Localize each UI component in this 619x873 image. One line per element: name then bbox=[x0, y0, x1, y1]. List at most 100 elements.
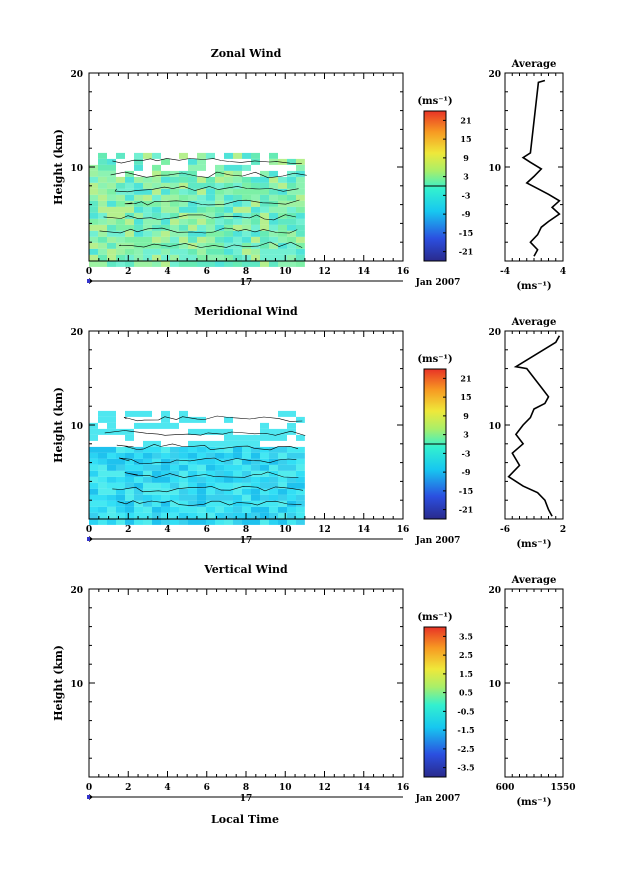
heatmap-cell bbox=[224, 452, 233, 459]
day-label: 17 bbox=[240, 536, 253, 546]
heatmap-cell bbox=[296, 236, 305, 243]
heatmap-cell bbox=[179, 242, 188, 249]
date-strip-marker bbox=[87, 795, 90, 799]
heatmap-cell bbox=[269, 476, 278, 483]
heatmap-cell bbox=[152, 230, 161, 237]
heatmap-cell bbox=[260, 488, 269, 495]
profile-x-tick-label: 1550 bbox=[550, 783, 575, 793]
heatmap-cell bbox=[260, 446, 269, 453]
heatmap-cell bbox=[143, 458, 152, 465]
heatmap-cell bbox=[152, 476, 161, 483]
heatmap-cell bbox=[206, 212, 215, 219]
heatmap-cell bbox=[233, 464, 242, 471]
heatmap-cell bbox=[188, 164, 197, 171]
heatmap-cell bbox=[197, 236, 206, 243]
heatmap-cell bbox=[197, 500, 206, 507]
heatmap-cell bbox=[98, 452, 107, 459]
heatmap-cell bbox=[287, 446, 296, 453]
heatmap-cell bbox=[296, 464, 305, 471]
heatmap-cell bbox=[242, 482, 251, 489]
heatmap-cell bbox=[224, 200, 233, 207]
heatmap-cell bbox=[197, 440, 206, 447]
heatmap-cell bbox=[197, 446, 206, 453]
y-tick-label: 10 bbox=[70, 164, 83, 174]
heatmap-cell bbox=[224, 416, 233, 423]
heatmap-cell bbox=[260, 200, 269, 207]
heatmap-cell bbox=[107, 476, 116, 483]
heatmap-cell bbox=[89, 458, 98, 465]
heatmap-cell bbox=[233, 188, 242, 195]
heatmap-cell bbox=[161, 500, 170, 507]
profile-y-tick-label: 10 bbox=[488, 164, 501, 174]
heatmap-cell bbox=[197, 458, 206, 465]
heatmap-cell bbox=[278, 254, 287, 261]
heatmap-cell bbox=[188, 254, 197, 261]
heatmap-cell bbox=[287, 236, 296, 243]
heatmap-cell bbox=[215, 488, 224, 495]
heatmap-cell bbox=[242, 194, 251, 201]
heatmap-cell bbox=[179, 224, 188, 231]
heatmap-cell bbox=[233, 476, 242, 483]
heatmap-cell bbox=[296, 260, 305, 267]
heatmap-cell bbox=[242, 518, 251, 525]
heatmap-cell bbox=[107, 158, 116, 165]
heatmap-cell bbox=[233, 512, 242, 519]
heatmap-cell bbox=[287, 242, 296, 249]
heatmap-cell bbox=[251, 488, 260, 495]
heatmap-cell bbox=[152, 242, 161, 249]
panel-title: Vertical Wind bbox=[203, 563, 288, 576]
heatmap-cell bbox=[269, 230, 278, 237]
heatmap-cell bbox=[107, 416, 116, 423]
heatmap-cell bbox=[134, 488, 143, 495]
heatmap-cell bbox=[107, 242, 116, 249]
heatmap-cell bbox=[260, 482, 269, 489]
heatmap-cell bbox=[107, 254, 116, 261]
heatmap-cell bbox=[251, 200, 260, 207]
heatmap-cell bbox=[278, 182, 287, 189]
heatmap-cell bbox=[278, 518, 287, 525]
heatmap-cell bbox=[197, 200, 206, 207]
profile-y-tick-label: 10 bbox=[488, 422, 501, 432]
heatmap-cell bbox=[188, 188, 197, 195]
heatmap-cell bbox=[296, 482, 305, 489]
heatmap-cell bbox=[89, 434, 98, 441]
heatmap-cell bbox=[278, 506, 287, 513]
heatmap-field bbox=[89, 152, 307, 267]
heatmap-cell bbox=[251, 194, 260, 201]
heatmap-cell bbox=[269, 200, 278, 207]
heatmap-cell bbox=[89, 470, 98, 477]
x-tick-label: 6 bbox=[204, 267, 210, 277]
heatmap-cell bbox=[170, 254, 179, 261]
heatmap-cell bbox=[143, 506, 152, 513]
heatmap-cell bbox=[125, 218, 134, 225]
heatmap-cell bbox=[170, 194, 179, 201]
heatmap-cell bbox=[152, 170, 161, 177]
heatmap-cell bbox=[197, 158, 206, 165]
heatmap-cell bbox=[233, 248, 242, 255]
heatmap-cell bbox=[188, 218, 197, 225]
heatmap-cell bbox=[107, 422, 116, 429]
heatmap-cell bbox=[278, 512, 287, 519]
heatmap-cell bbox=[98, 194, 107, 201]
heatmap-cell bbox=[125, 512, 134, 519]
heatmap-cell bbox=[125, 176, 134, 183]
heatmap-cell bbox=[134, 494, 143, 501]
colorbar-tick-label: 15 bbox=[460, 134, 471, 144]
heatmap-cell bbox=[296, 188, 305, 195]
heatmap-cell bbox=[188, 260, 197, 267]
heatmap-cell bbox=[260, 194, 269, 201]
heatmap-cell bbox=[188, 224, 197, 231]
heatmap-cell bbox=[134, 482, 143, 489]
heatmap-cell bbox=[152, 440, 161, 447]
heatmap-cell bbox=[287, 182, 296, 189]
x-tick-label: 8 bbox=[243, 525, 249, 535]
heatmap-cell bbox=[89, 218, 98, 225]
heatmap-cell bbox=[161, 236, 170, 243]
contour-line bbox=[110, 171, 307, 179]
heatmap-cell bbox=[215, 182, 224, 189]
heatmap-cell bbox=[278, 218, 287, 225]
heatmap-cell bbox=[296, 506, 305, 513]
heatmap-cell bbox=[89, 194, 98, 201]
heatmap-cell bbox=[179, 458, 188, 465]
heatmap-cell bbox=[89, 236, 98, 243]
